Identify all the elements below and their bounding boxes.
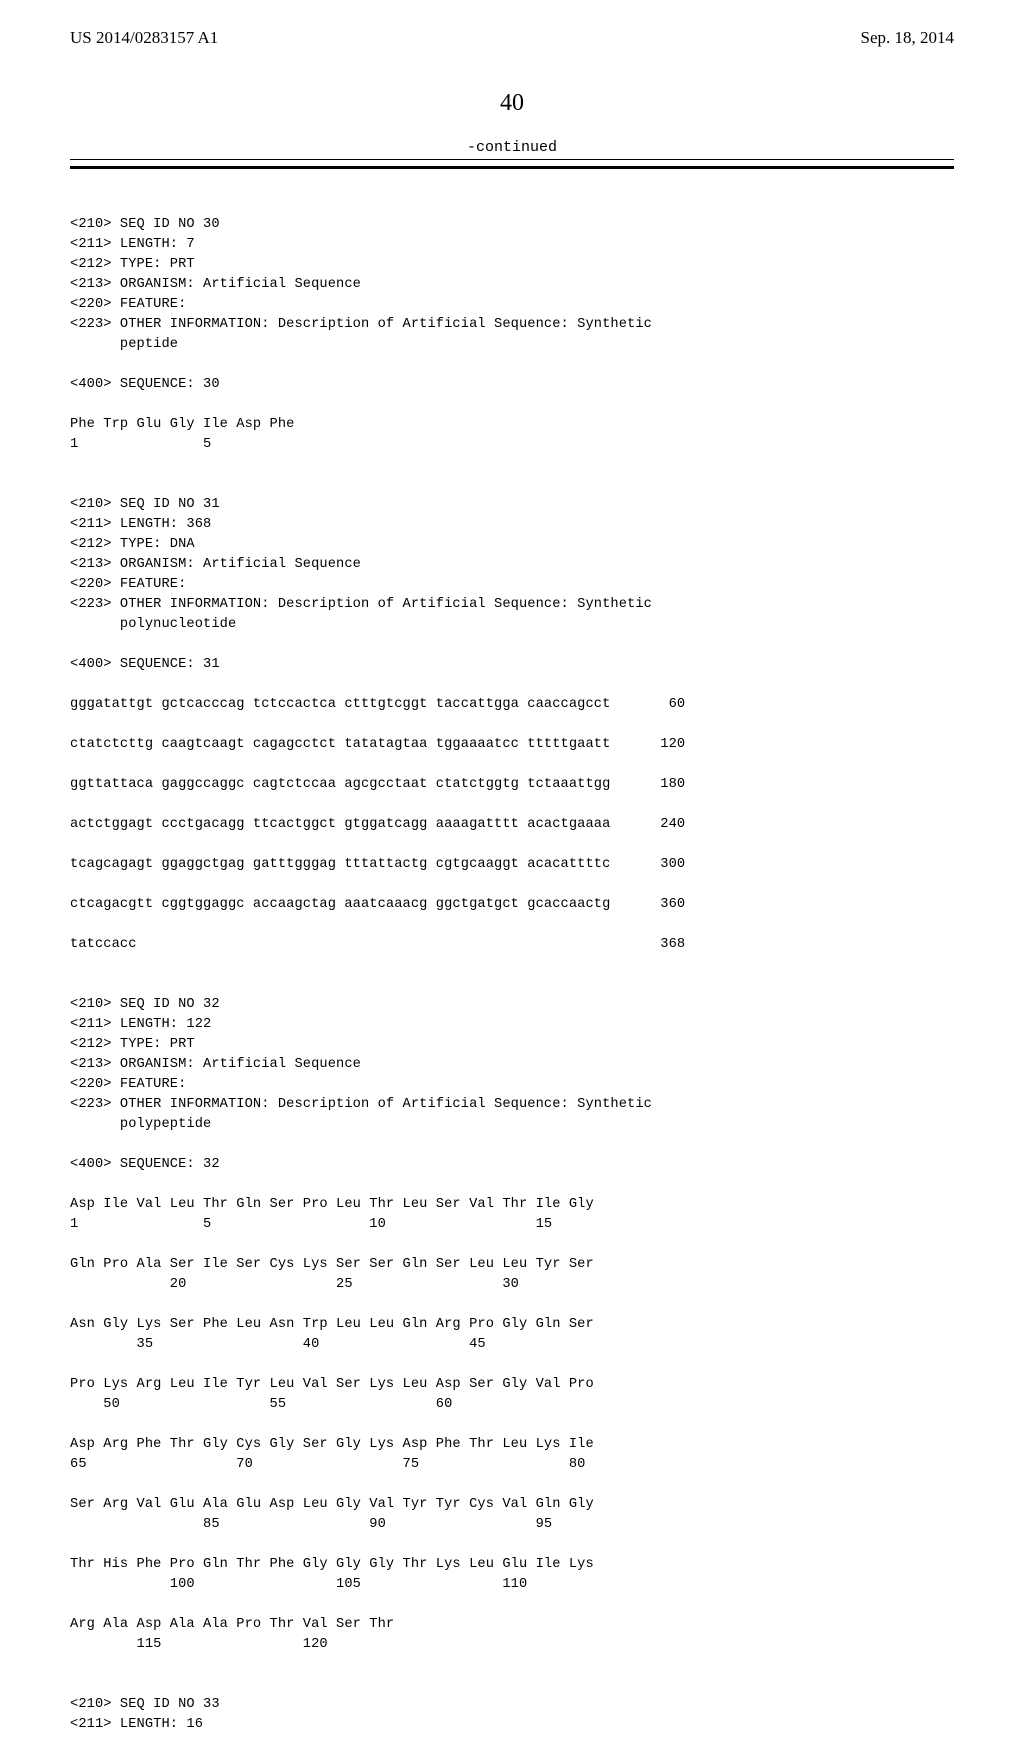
seq32-id: <210> SEQ ID NO 32 bbox=[70, 997, 220, 1012]
seq31-dna-1: gggatattgt gctcacccag tctccactca ctttgtc… bbox=[70, 697, 685, 712]
seq31-otherinfo-1: <223> OTHER INFORMATION: Description of … bbox=[70, 597, 652, 612]
seq32-type: <212> TYPE: PRT bbox=[70, 1037, 195, 1052]
seq31-dna-2: ctatctcttg caagtcaagt cagagcctct tatatag… bbox=[70, 737, 685, 752]
seq31-id: <210> SEQ ID NO 31 bbox=[70, 497, 220, 512]
seq31-organism: <213> ORGANISM: Artificial Sequence bbox=[70, 557, 361, 572]
seq31-dna-7: tatccacc 368 bbox=[70, 937, 685, 952]
seq32-feature: <220> FEATURE: bbox=[70, 1077, 186, 1092]
divider-top-thick bbox=[70, 166, 954, 169]
seq32-prot-6: 35 40 45 bbox=[70, 1337, 486, 1352]
patent-page: US 2014/0283157 A1 Sep. 18, 2014 40 -con… bbox=[0, 0, 1024, 1755]
seq32-prot-2: 1 5 10 15 bbox=[70, 1217, 552, 1232]
seq32-length: <211> LENGTH: 122 bbox=[70, 1017, 211, 1032]
seq32-otherinfo-1: <223> OTHER INFORMATION: Description of … bbox=[70, 1097, 652, 1112]
divider-top-thin bbox=[70, 159, 954, 160]
seq32-prot-3: Gln Pro Ala Ser Ile Ser Cys Lys Ser Ser … bbox=[70, 1257, 594, 1272]
seq32-prot-7: Pro Lys Arg Leu Ile Tyr Leu Val Ser Lys … bbox=[70, 1377, 594, 1392]
page-header: US 2014/0283157 A1 Sep. 18, 2014 bbox=[70, 28, 954, 48]
publication-number: US 2014/0283157 A1 bbox=[70, 28, 218, 48]
seq32-prot-16: 115 120 bbox=[70, 1637, 328, 1652]
continued-label: -continued bbox=[70, 139, 954, 156]
seq31-length: <211> LENGTH: 368 bbox=[70, 517, 211, 532]
seq30-otherinfo-2: peptide bbox=[70, 337, 178, 352]
sequence-listing: <210> SEQ ID NO 30 <211> LENGTH: 7 <212>… bbox=[70, 195, 954, 1735]
seq31-type: <212> TYPE: DNA bbox=[70, 537, 195, 552]
seq31-dna-4: actctggagt ccctgacagg ttcactggct gtggatc… bbox=[70, 817, 685, 832]
seq32-prot-1: Asp Ile Val Leu Thr Gln Ser Pro Leu Thr … bbox=[70, 1197, 594, 1212]
seq30-feature: <220> FEATURE: bbox=[70, 297, 186, 312]
seq32-prot-15: Arg Ala Asp Ala Ala Pro Thr Val Ser Thr bbox=[70, 1617, 394, 1632]
seq32-prot-14: 100 105 110 bbox=[70, 1577, 527, 1592]
seq30-organism: <213> ORGANISM: Artificial Sequence bbox=[70, 277, 361, 292]
seq30-otherinfo-1: <223> OTHER INFORMATION: Description of … bbox=[70, 317, 652, 332]
seq31-feature: <220> FEATURE: bbox=[70, 577, 186, 592]
seq32-otherinfo-2: polypeptide bbox=[70, 1117, 211, 1132]
seq32-organism: <213> ORGANISM: Artificial Sequence bbox=[70, 1057, 361, 1072]
seq30-length: <211> LENGTH: 7 bbox=[70, 237, 195, 252]
seq32-prot-10: 65 70 75 80 bbox=[70, 1457, 585, 1472]
seq31-otherinfo-2: polynucleotide bbox=[70, 617, 236, 632]
seq31-dna-3: ggttattaca gaggccaggc cagtctccaa agcgcct… bbox=[70, 777, 685, 792]
seq30-sequence-tag: <400> SEQUENCE: 30 bbox=[70, 377, 220, 392]
seq31-sequence-tag: <400> SEQUENCE: 31 bbox=[70, 657, 220, 672]
seq32-prot-9: Asp Arg Phe Thr Gly Cys Gly Ser Gly Lys … bbox=[70, 1437, 594, 1452]
seq32-prot-8: 50 55 60 bbox=[70, 1397, 452, 1412]
seq33-length: <211> LENGTH: 16 bbox=[70, 1717, 203, 1732]
seq32-prot-12: 85 90 95 bbox=[70, 1517, 552, 1532]
seq32-prot-4: 20 25 30 bbox=[70, 1277, 519, 1292]
seq32-sequence-tag: <400> SEQUENCE: 32 bbox=[70, 1157, 220, 1172]
seq32-prot-5: Asn Gly Lys Ser Phe Leu Asn Trp Leu Leu … bbox=[70, 1317, 594, 1332]
seq33-id: <210> SEQ ID NO 33 bbox=[70, 1697, 220, 1712]
seq32-prot-13: Thr His Phe Pro Gln Thr Phe Gly Gly Gly … bbox=[70, 1557, 594, 1572]
seq31-dna-5: tcagcagagt ggaggctgag gatttgggag tttatta… bbox=[70, 857, 685, 872]
seq30-id: <210> SEQ ID NO 30 bbox=[70, 217, 220, 232]
seq30-prot-2: 1 5 bbox=[70, 437, 211, 452]
page-number: 40 bbox=[70, 90, 954, 117]
seq31-dna-6: ctcagacgtt cggtggaggc accaagctag aaatcaa… bbox=[70, 897, 685, 912]
publication-date: Sep. 18, 2014 bbox=[861, 28, 955, 48]
seq30-type: <212> TYPE: PRT bbox=[70, 257, 195, 272]
seq32-prot-11: Ser Arg Val Glu Ala Glu Asp Leu Gly Val … bbox=[70, 1497, 594, 1512]
seq30-prot-1: Phe Trp Glu Gly Ile Asp Phe bbox=[70, 417, 294, 432]
